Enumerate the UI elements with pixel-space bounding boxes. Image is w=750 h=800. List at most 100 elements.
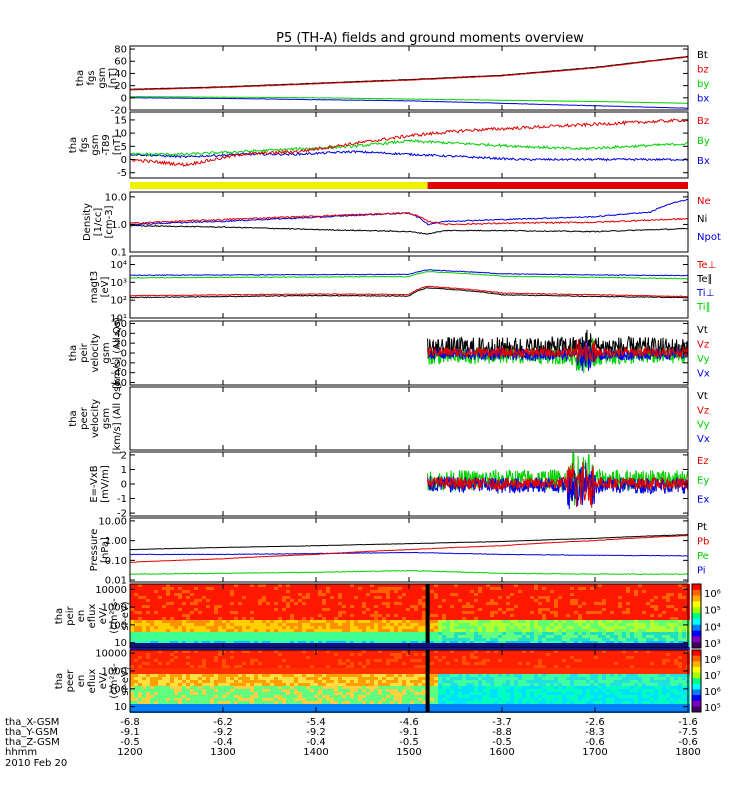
- spectrogram-cell: [654, 626, 658, 629]
- spectrogram-cell: [174, 695, 178, 698]
- spectrogram-cell: [422, 605, 426, 608]
- spectrogram-cell: [154, 584, 158, 587]
- spectrogram-cell: [290, 599, 294, 602]
- spectrogram-cell: [166, 614, 170, 617]
- spectrogram-cell: [158, 662, 162, 665]
- spectrogram-cell: [282, 614, 286, 617]
- spectrogram-cell: [246, 671, 250, 674]
- spectrogram-cell: [670, 599, 674, 602]
- spectrogram-cell: [298, 611, 302, 614]
- spectrogram-cell: [558, 599, 562, 602]
- spectrogram-cell: [674, 635, 678, 638]
- spectrogram-cell: [378, 593, 382, 596]
- spectrogram-cell: [666, 602, 670, 605]
- spectrogram-cell: [598, 632, 602, 635]
- spectrogram-cell: [402, 689, 406, 692]
- spectrogram-cell: [382, 686, 386, 689]
- spectrogram-cell: [414, 605, 418, 608]
- spectrogram-cell: [602, 632, 606, 635]
- spectrogram-cell: [298, 632, 302, 635]
- spectrogram-cell: [418, 677, 422, 680]
- spectrogram-cell: [362, 692, 366, 695]
- spectrogram-cell: [186, 611, 190, 614]
- spectrogram-cell: [402, 695, 406, 698]
- y-axis-label-line: [nT]: [112, 135, 123, 155]
- spectrogram-cell: [474, 602, 478, 605]
- spectrogram-cell: [362, 620, 366, 623]
- spectrogram-cell: [302, 641, 306, 644]
- spectrogram-cell: [618, 626, 622, 629]
- spectrogram-cell: [210, 707, 214, 710]
- spectrogram-cell: [258, 680, 262, 683]
- spectrogram-cell: [254, 668, 258, 671]
- spectrogram-cell: [382, 608, 386, 611]
- spectrogram-cell: [226, 608, 230, 611]
- spectrogram-cell: [546, 617, 550, 620]
- legend-entry: Vx: [697, 434, 710, 445]
- spectrogram-cell: [542, 635, 546, 638]
- spectrogram-cell: [198, 617, 202, 620]
- spectrogram-cell: [214, 671, 218, 674]
- spectrogram-cell: [182, 701, 186, 704]
- spectrogram-cell: [266, 608, 270, 611]
- spectrogram-cell: [222, 638, 226, 641]
- spectrogram-cell: [502, 629, 506, 632]
- spectrogram-cell: [154, 653, 158, 656]
- spectrogram-cell: [418, 662, 422, 665]
- spectrogram-cell: [374, 605, 378, 608]
- spectrogram-cell: [442, 599, 446, 602]
- y-tick-label: -20: [111, 106, 127, 117]
- spectrogram-cell: [258, 638, 262, 641]
- spectrogram-cell: [470, 629, 474, 632]
- spectrogram-cell: [334, 593, 338, 596]
- spectrogram-cell: [326, 677, 330, 680]
- spectrogram-cell: [318, 686, 322, 689]
- spectrogram-cell: [158, 611, 162, 614]
- spectrogram-cell: [154, 668, 158, 671]
- spectrogram-cell: [262, 686, 266, 689]
- spectrogram-cell: [474, 584, 478, 587]
- spectrogram-cell: [146, 689, 150, 692]
- spectrogram-cell: [642, 632, 646, 635]
- spectrogram-cell: [142, 650, 146, 653]
- spectrogram-cell: [398, 605, 402, 608]
- legend-entry: bz: [697, 65, 709, 76]
- spectrogram-cell: [246, 674, 250, 677]
- series-line-Te_par: [129, 287, 689, 299]
- spectrogram-cell: [670, 638, 674, 641]
- spectrogram-cell: [246, 635, 250, 638]
- spectrogram-cell: [134, 668, 138, 671]
- spectrogram-cell: [130, 620, 134, 623]
- spectrogram-cell: [182, 593, 186, 596]
- spectrogram-cell: [446, 599, 450, 602]
- spectrogram-cell: [334, 680, 338, 683]
- spectrogram-cell: [242, 611, 246, 614]
- spectrogram-cell: [466, 593, 470, 596]
- spectrogram-cell: [586, 593, 590, 596]
- spectrogram-cell: [250, 620, 254, 623]
- spectrogram-cell: [394, 617, 398, 620]
- spectrogram-cell: [138, 701, 142, 704]
- spectrogram-cell: [370, 635, 374, 638]
- legend-entry: Ex: [697, 495, 709, 506]
- spectrogram-cell: [526, 593, 530, 596]
- spectrogram-cell: [258, 599, 262, 602]
- spectrogram-cell: [150, 656, 154, 659]
- spectrogram-cell: [494, 611, 498, 614]
- spectrogram-cell: [390, 662, 394, 665]
- spectrogram-cell: [346, 683, 350, 686]
- spectrogram-cell: [378, 638, 382, 641]
- spectrogram-cell: [374, 614, 378, 617]
- spectrogram-cell: [330, 617, 334, 620]
- spectrogram-cell: [194, 632, 198, 635]
- spectrogram-cell: [614, 590, 618, 593]
- spectrogram-cell: [370, 698, 374, 701]
- spectrogram-cell: [482, 611, 486, 614]
- spectrogram-cell: [250, 596, 254, 599]
- spectrogram-cell: [598, 620, 602, 623]
- spectrogram-cell: [378, 584, 382, 587]
- spectrogram-cell: [390, 584, 394, 587]
- spectrogram-cell: [270, 611, 274, 614]
- spectrogram-cell: [366, 674, 370, 677]
- spectrogram-cell: [378, 653, 382, 656]
